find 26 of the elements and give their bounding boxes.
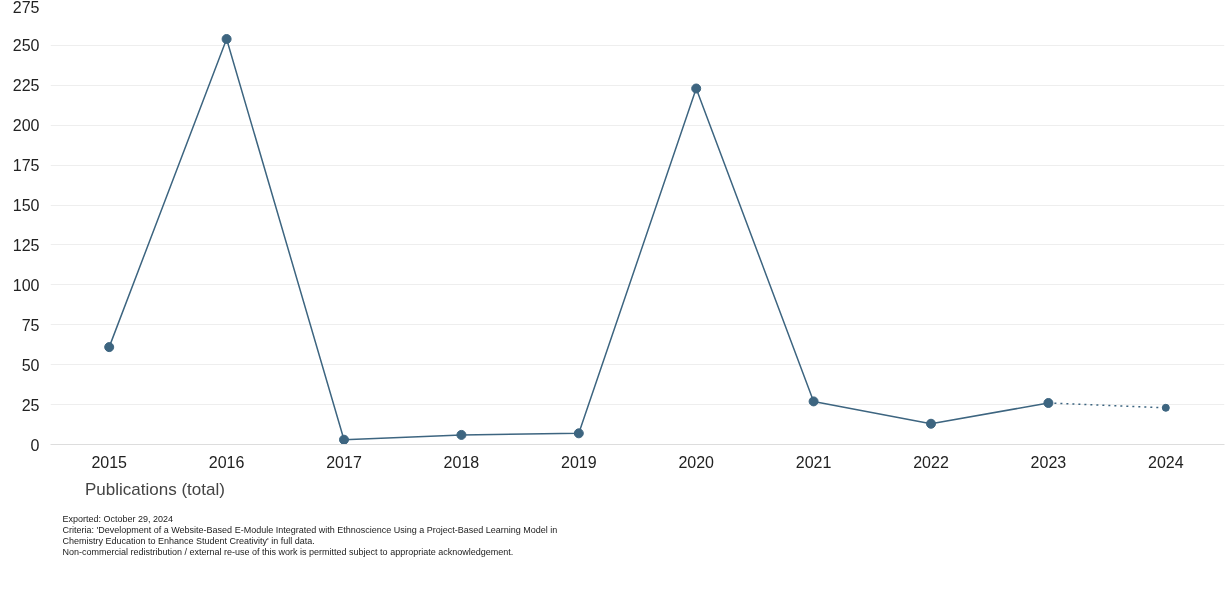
x-tick-label: 2016	[208, 453, 245, 471]
y-tick-label: 100	[12, 276, 40, 294]
x-tick-label: 2023	[1030, 453, 1067, 471]
x-tick-label: 2021	[795, 453, 832, 471]
x-tick-label: 2022	[913, 453, 949, 471]
y-tick-label: 125	[12, 236, 40, 254]
y-tick-label: 25	[21, 396, 40, 414]
y-tick-label: 150	[12, 197, 40, 215]
x-tick-label: 2018	[443, 453, 480, 471]
x-tick-label: 2020	[678, 453, 715, 471]
text: Non-commercial redistribution / external re-use of this work is permitted subject to appropriate acknowledgement.	[62, 546, 514, 557]
y-tick-label: 250	[12, 37, 40, 55]
y-tick-label: 0	[30, 436, 40, 454]
y-tick-label: 200	[12, 117, 40, 135]
text: Criteria: 'Development of a Website-Based E-Module Integrated with Ethnoscience Using a Project-Based Learning Model in Chemistry Education to Enhance Student Creativity' in full data.	[62, 524, 558, 546]
x-tick-label: 2024	[1148, 453, 1184, 471]
text: Publications (total)	[85, 480, 225, 500]
x-tick-label: 2015	[91, 453, 128, 471]
y-tick-label: 225	[12, 77, 40, 95]
y-tick-label: 275	[12, 0, 40, 16]
x-tick-label: 2017	[326, 453, 362, 471]
y-tick-label: 75	[21, 316, 40, 334]
text: Exported: October 29, 2024	[62, 513, 174, 524]
y-tick-label: 175	[12, 157, 40, 175]
x-tick-label: 2019	[561, 453, 597, 471]
y-tick-label: 50	[21, 356, 40, 374]
